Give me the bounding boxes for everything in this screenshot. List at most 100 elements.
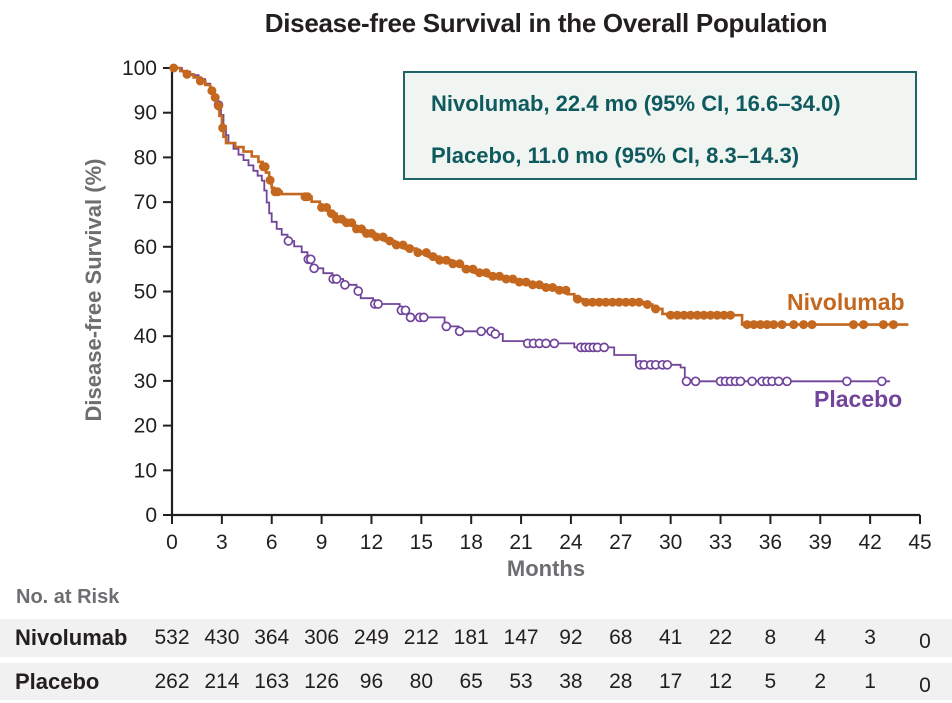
risk-cell: 38	[559, 670, 583, 693]
censor-mark-nivolumab	[614, 297, 624, 307]
censor-mark-nivolumab	[475, 268, 484, 278]
censor-mark-nivolumab	[378, 232, 388, 242]
y-axis-tick-label: 20	[134, 415, 157, 438]
risk-cell: 249	[353, 626, 389, 649]
risk-cell: 17	[658, 670, 683, 693]
censor-mark-nivolumab	[799, 320, 809, 330]
censor-mark-nivolumab	[651, 304, 661, 314]
censor-mark-nivolumab	[435, 255, 445, 265]
risk-cell: 12	[708, 670, 733, 693]
risk-row-placebo: Placebo 262 214 163 126 96 80 65 53 38 28 17 12 5 2 1 0	[0, 663, 952, 700]
risk-cell: 430	[204, 626, 240, 649]
risk-cell: 68	[609, 626, 633, 649]
risk-cell: 262	[154, 670, 190, 693]
censor-mark-nivolumab	[789, 320, 799, 330]
censor-mark-placebo	[747, 376, 757, 387]
censor-mark-nivolumab	[627, 297, 637, 307]
censor-mark-nivolumab	[712, 310, 722, 320]
risk-cell: 2	[814, 670, 827, 693]
censor-mark-nivolumab	[468, 264, 478, 274]
censor-mark-nivolumab	[413, 248, 423, 258]
x-axis-tick-label: 36	[759, 531, 782, 554]
risk-cell: 0	[919, 674, 931, 697]
x-axis-tick-label: 39	[809, 531, 832, 554]
censor-mark-nivolumab	[666, 310, 676, 320]
y-axis-tick-label: 90	[134, 102, 157, 125]
censor-mark-nivolumab	[541, 283, 551, 292]
censor-mark-nivolumab	[441, 255, 451, 265]
risk-row-label: Placebo	[15, 669, 100, 694]
curve-label-placebo: Placebo	[814, 386, 903, 412]
risk-table-header: No. at Risk	[16, 586, 120, 608]
censor-mark-nivolumab	[461, 264, 471, 274]
censor-mark-nivolumab	[706, 310, 716, 320]
censor-mark-nivolumab	[214, 101, 223, 111]
censor-mark-nivolumab	[385, 236, 395, 246]
censor-mark-placebo	[662, 359, 673, 370]
censor-mark-nivolumab	[807, 320, 817, 330]
censor-mark-nivolumab	[679, 310, 689, 320]
censor-mark-placebo	[549, 338, 560, 349]
censor-mark-nivolumab	[218, 123, 228, 133]
y-axis-tick-label: 10	[134, 459, 157, 482]
censor-mark-placebo	[309, 263, 319, 274]
censor-mark-nivolumab	[481, 268, 491, 278]
censor-mark-placebo	[331, 274, 342, 284]
censor-mark-nivolumab	[859, 320, 868, 330]
risk-cell: 364	[254, 626, 290, 649]
median-survival-box: Nivolumab, 22.4 mo (95% CI, 16.6–34.0) P…	[403, 71, 917, 180]
censor-mark-nivolumab	[210, 93, 220, 102]
censor-mark-nivolumab	[686, 310, 696, 320]
censor-mark-nivolumab	[573, 294, 583, 304]
risk-cell: 126	[304, 670, 340, 693]
x-axis-tick-label: 21	[509, 531, 532, 554]
risk-cell: 65	[459, 670, 483, 693]
censor-mark-nivolumab	[849, 320, 858, 330]
curve-label-nivolumab: Nivolumab	[787, 289, 905, 315]
censor-mark-nivolumab	[561, 285, 571, 295]
risk-row-nivolumab: Nivolumab 532 430 364 306 249 212 181 147 92 68 41…	[0, 619, 952, 657]
risk-cell: 80	[409, 670, 434, 693]
censor-mark-nivolumab	[642, 300, 652, 309]
censor-mark-nivolumab	[594, 297, 604, 307]
censor-mark-nivolumab	[588, 297, 597, 307]
risk-cell: 181	[453, 626, 489, 649]
censor-mark-nivolumab	[719, 310, 729, 320]
censor-mark-nivolumab	[182, 69, 192, 79]
risk-cell: 41	[658, 626, 683, 649]
x-axis-tick-label: 9	[316, 531, 328, 554]
x-axis-tick-label: 15	[410, 531, 433, 554]
risk-cell: 8	[764, 626, 777, 649]
risk-cell: 96	[359, 670, 384, 693]
risk-cell: 53	[509, 670, 533, 693]
y-axis-tick-label: 40	[134, 325, 157, 348]
censor-mark-placebo	[476, 326, 487, 337]
censor-mark-nivolumab	[195, 76, 205, 86]
x-axis-tick-label: 30	[659, 531, 682, 554]
risk-cell: 0	[919, 630, 931, 653]
x-axis-title: Months	[506, 556, 586, 581]
censor-mark-placebo	[353, 286, 364, 296]
risk-cell: 22	[708, 626, 733, 649]
median-line-nivolumab: Nivolumab, 22.4 mo (95% CI, 16.6–34.0)	[431, 91, 841, 116]
risk-cell: 28	[609, 670, 633, 693]
censor-mark-nivolumab	[260, 162, 270, 172]
chart-title: Disease-free Survival in the Overall Pop…	[264, 8, 828, 38]
x-axis-tick-label: 42	[858, 531, 881, 554]
risk-cell: 163	[254, 670, 290, 693]
censor-mark-placebo	[876, 376, 887, 387]
risk-cell: 532	[154, 626, 190, 649]
censor-mark-placebo	[599, 342, 610, 353]
censor-mark-nivolumab	[528, 280, 538, 290]
censor-mark-placebo	[400, 305, 411, 316]
censor-mark-nivolumab	[581, 297, 591, 307]
x-axis-tick-label: 33	[709, 531, 732, 554]
censor-mark-nivolumab	[742, 320, 752, 330]
censor-mark-nivolumab	[514, 277, 524, 287]
censor-mark-nivolumab	[273, 187, 283, 197]
censor-mark-nivolumab	[601, 297, 611, 307]
censor-mark-nivolumab	[488, 271, 498, 281]
censor-mark-placebo	[418, 312, 429, 323]
censor-mark-nivolumab	[755, 320, 765, 330]
